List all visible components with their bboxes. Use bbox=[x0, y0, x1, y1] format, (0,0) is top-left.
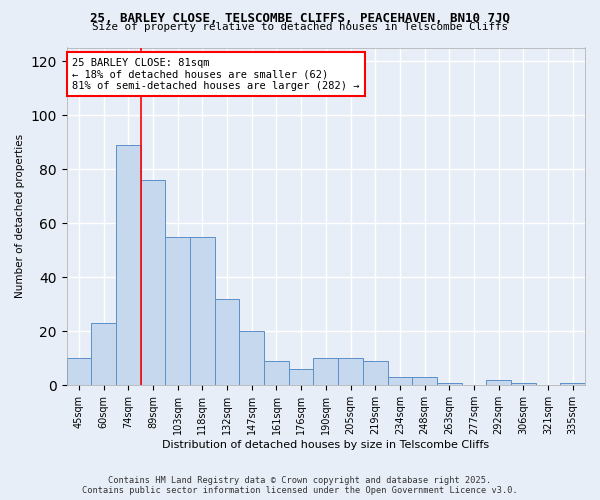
Bar bbox=[511, 382, 536, 385]
Bar bbox=[289, 369, 313, 385]
Bar bbox=[166, 236, 190, 385]
Bar bbox=[67, 358, 91, 385]
Bar bbox=[239, 331, 264, 385]
Bar bbox=[486, 380, 511, 385]
Y-axis label: Number of detached properties: Number of detached properties bbox=[15, 134, 25, 298]
Bar bbox=[412, 377, 437, 385]
Bar bbox=[264, 361, 289, 385]
Text: Contains HM Land Registry data © Crown copyright and database right 2025.
Contai: Contains HM Land Registry data © Crown c… bbox=[82, 476, 518, 495]
Bar bbox=[388, 377, 412, 385]
X-axis label: Distribution of detached houses by size in Telscombe Cliffs: Distribution of detached houses by size … bbox=[162, 440, 490, 450]
Text: 25 BARLEY CLOSE: 81sqm
← 18% of detached houses are smaller (62)
81% of semi-det: 25 BARLEY CLOSE: 81sqm ← 18% of detached… bbox=[72, 58, 359, 91]
Text: Size of property relative to detached houses in Telscombe Cliffs: Size of property relative to detached ho… bbox=[92, 22, 508, 32]
Bar bbox=[338, 358, 363, 385]
Bar bbox=[313, 358, 338, 385]
Text: 25, BARLEY CLOSE, TELSCOMBE CLIFFS, PEACEHAVEN, BN10 7JQ: 25, BARLEY CLOSE, TELSCOMBE CLIFFS, PEAC… bbox=[90, 12, 510, 26]
Bar bbox=[141, 180, 166, 385]
Bar bbox=[190, 236, 215, 385]
Bar bbox=[363, 361, 388, 385]
Bar bbox=[215, 299, 239, 385]
Bar bbox=[437, 382, 461, 385]
Bar bbox=[116, 145, 141, 385]
Bar bbox=[91, 323, 116, 385]
Bar bbox=[560, 382, 585, 385]
